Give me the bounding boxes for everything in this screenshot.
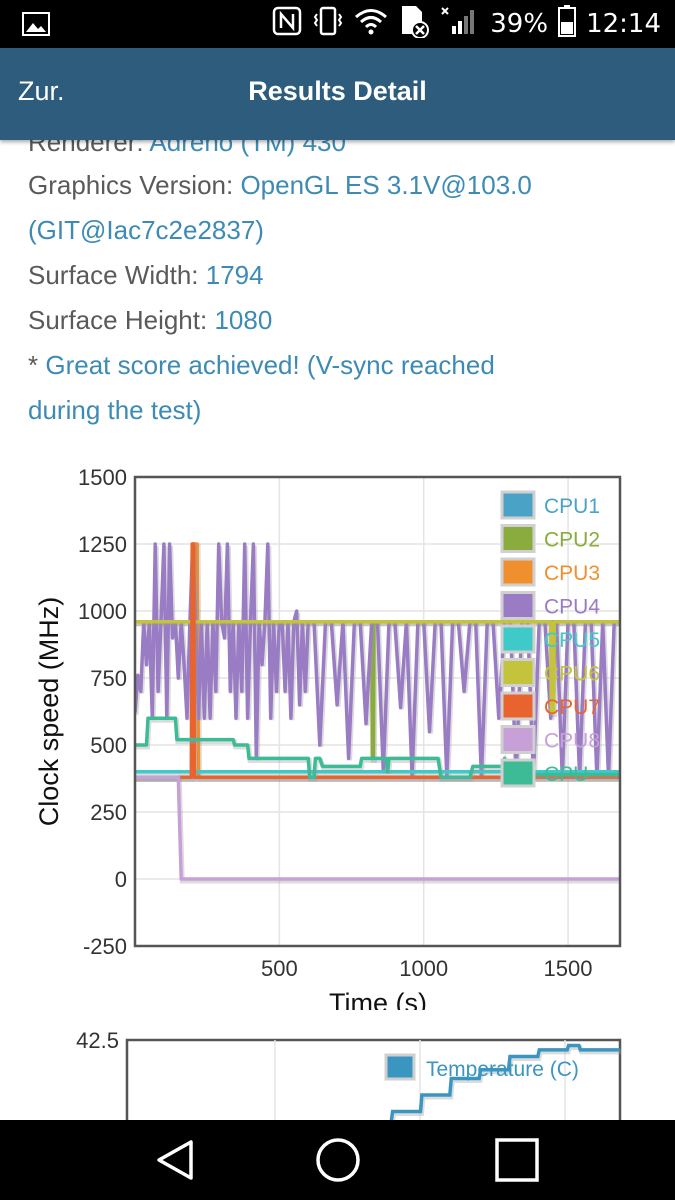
y-tick-label: -250 [83, 934, 127, 959]
temp-legend-swatch [384, 1053, 416, 1081]
nfc-icon [272, 6, 302, 43]
surface-width-row: Surface Width: 1794 [28, 253, 648, 298]
surface-height-label: Surface Height: [28, 305, 208, 335]
series-shadow-cpu2 [136, 621, 620, 763]
battery-icon [558, 4, 577, 44]
vsync-note: * Great score achieved! (V-sync reached … [28, 343, 648, 433]
legend-swatch [500, 557, 536, 587]
legend-swatch [500, 691, 536, 721]
note-line-1: Great score achieved! (V-sync reached [45, 350, 495, 380]
legend: CPU1 CPU2 CPU3 CPU4 CPU5 CPU6 CPU7 CPU8 CPU [500, 490, 600, 788]
clock: 12:14 [586, 9, 661, 39]
y-tick-label: 42.5 [76, 1028, 119, 1053]
legend-label: CPU [544, 763, 588, 786]
legend-label: CPU2 [544, 529, 600, 552]
surface-height-value: 1080 [214, 305, 273, 335]
note-star: * [28, 350, 39, 380]
gallery-notification-icon [22, 12, 50, 40]
legend-label: CPU3 [544, 562, 600, 585]
cpu-clock-chart: 1500 1250 1000 750 500 250 0 -250 500 1000 1500 Tim… [34, 465, 622, 1010]
x-axis-title: Time (s) [329, 988, 427, 1010]
wifi-icon [354, 7, 388, 42]
y-tick-label: 250 [90, 800, 127, 825]
renderer-value: Adreno (TM) 430 [149, 140, 346, 157]
legend-swatch [500, 758, 536, 788]
series-line-cpu6 [135, 619, 620, 715]
temp-series-line [389, 1043, 620, 1120]
page-title: Results Detail [248, 76, 427, 106]
graphics-version-row: Graphics Version: OpenGL ES 3.1V@103.0 (… [28, 163, 648, 253]
y-tick-label: 0 [115, 867, 127, 892]
legend-swatch [500, 725, 536, 754]
renderer-label: Renderer: [28, 140, 144, 157]
legend-swatch [500, 591, 536, 620]
temp-series-shadow [390, 1045, 621, 1120]
legend-label: CPU4 [544, 596, 600, 619]
nav-back-icon[interactable] [115, 1120, 235, 1200]
nav-home-icon[interactable] [278, 1120, 398, 1200]
legend-label: CPU5 [544, 629, 600, 652]
legend-label: CPU7 [544, 696, 600, 719]
battery-percent: 39% [490, 9, 549, 39]
y-tick-label: 1000 [78, 599, 127, 624]
y-tick-label: 750 [90, 666, 127, 691]
results-content[interactable]: Renderer: Adreno (TM) 430 Graphics Versi… [0, 140, 675, 1120]
surface-width-label: Surface Width: [28, 260, 199, 290]
renderer-row: Renderer: Adreno (TM) 430 [28, 140, 648, 165]
signal-icon [440, 6, 480, 43]
plot-area [135, 477, 620, 946]
x-tick-label: 1000 [399, 956, 448, 981]
legend-label: CPU8 [544, 730, 600, 753]
vibrate-icon [312, 6, 344, 43]
status-bar: 39% 12:14 [0, 0, 675, 48]
legend-swatch [500, 658, 536, 687]
legend-swatch [500, 624, 536, 654]
y-tick-label: 500 [90, 733, 127, 758]
temperature-chart: 42.5 Temperature (C) [76, 1028, 622, 1120]
graphics-version-value-cont: (GIT@Iac7c2e2837) [28, 215, 264, 245]
graphics-version-value: OpenGL ES 3.1V@103.0 [240, 170, 532, 200]
note-line-2: during the test) [28, 395, 202, 425]
back-button[interactable]: Zur. [18, 76, 65, 106]
navigation-bar [0, 1120, 675, 1200]
y-tick-label: 1500 [78, 465, 127, 490]
series-line-cpu8 [135, 775, 620, 881]
series-shadow-cpu6 [136, 621, 620, 718]
legend-swatch [500, 490, 536, 520]
x-tick-label: 1500 [544, 956, 593, 981]
app-bar: Zur. Results Detail [0, 48, 675, 140]
nav-recents-icon[interactable] [457, 1120, 577, 1200]
y-axis-title: Clock speed (MHz) [34, 597, 64, 827]
surface-width-value: 1794 [205, 260, 264, 290]
legend-swatch [500, 524, 536, 553]
legend-label: CPU6 [544, 663, 600, 686]
temp-legend-label: Temperature (C) [426, 1058, 579, 1081]
legend-label: CPU1 [544, 495, 600, 518]
surface-height-row: Surface Height: 1080 [28, 298, 648, 343]
graphics-version-label: Graphics Version: [28, 170, 234, 200]
y-tick-label: 1250 [78, 532, 127, 557]
sim-error-icon [398, 4, 430, 45]
x-tick-label: 500 [261, 956, 298, 981]
plot-border [133, 475, 622, 948]
series-line-cpu7 [135, 542, 620, 779]
